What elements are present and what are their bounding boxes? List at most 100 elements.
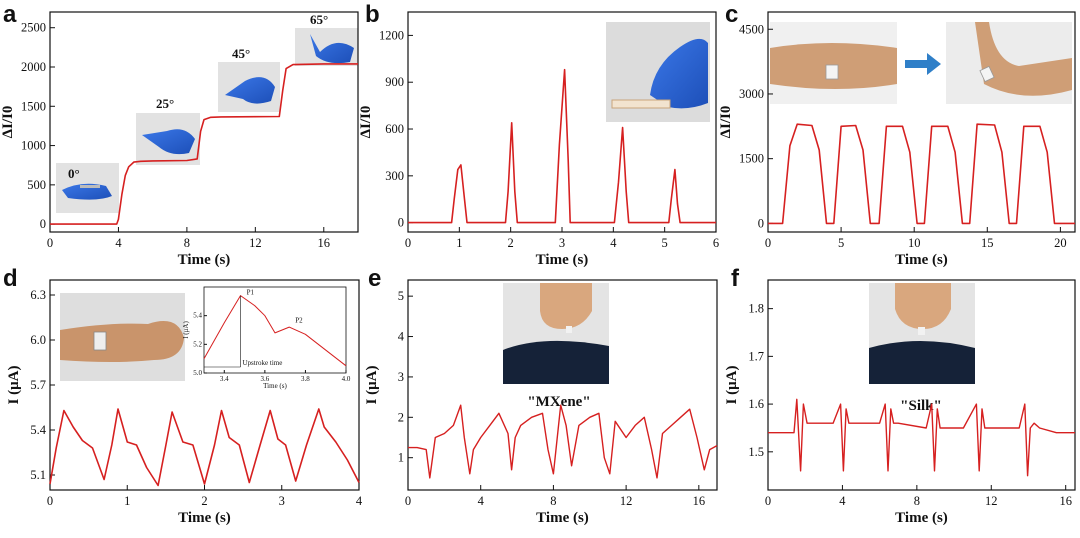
x-tick-label: 10 [908, 236, 921, 250]
chart-d-inset: 3.4 3.6 3.8 4.0 5.0 5.2 5.4 Time (s) I (μA) P1 P2 U… [182, 286, 351, 390]
y-tick-label: 1000 [21, 139, 46, 153]
photo-wrist-fist [60, 293, 185, 381]
x-tick-label: 4 [478, 494, 485, 508]
panel-label-b: b [365, 1, 380, 28]
x-tick-label: 16 [693, 494, 706, 508]
data-series-line [768, 398, 1075, 477]
y-tick-label: 0 [398, 216, 404, 230]
x-tick-label: 1 [124, 494, 130, 508]
plot-frame [49, 11, 359, 233]
plot-frame [203, 286, 347, 374]
x-tick-label: 0 [405, 236, 411, 250]
x-axis-label: Time (s) [895, 510, 948, 526]
x-tick-label: 4.0 [342, 375, 351, 383]
y-axis-label: ΔI/I0 [718, 106, 734, 139]
y-tick-label: 2500 [21, 21, 46, 35]
y-tick-label: 5.2 [193, 340, 202, 348]
data-series-line [408, 68, 716, 224]
y-tick-label: 1500 [739, 152, 764, 166]
panel-b: b [365, 1, 710, 122]
y-tick-label: 5.7 [30, 378, 46, 392]
x-tick-label: 0 [47, 494, 53, 508]
x-tick-label: 6 [713, 236, 719, 250]
y-tick-label: 2 [398, 410, 404, 424]
x-tick-label: 8 [550, 494, 556, 508]
x-tick-label: 20 [1054, 236, 1067, 250]
x-tick-label: 12 [620, 494, 633, 508]
x-tick-label: 4 [356, 494, 363, 508]
x-axis-label: Time (s) [536, 510, 589, 526]
y-axis-label: I (μA) [6, 366, 22, 405]
data-series-line [768, 123, 1075, 225]
x-tick-label: 3 [559, 236, 565, 250]
x-tick-label: 16 [318, 236, 331, 250]
y-tick-label: 3000 [739, 87, 764, 101]
peak-label-p2: P2 [295, 317, 303, 325]
spoken-word-label-f: "Silk" [900, 398, 942, 414]
data-series-line [203, 295, 347, 367]
x-tick-label: 0 [47, 236, 53, 250]
x-tick-label: 5 [662, 236, 668, 250]
y-tick-label: 1500 [21, 99, 46, 113]
angle-annotation: 25° [156, 96, 174, 111]
photo-glove-45 [218, 62, 280, 112]
y-tick-label: 2000 [21, 60, 46, 74]
y-tick-label: 5 [398, 289, 404, 303]
y-tick-label: 1.5 [748, 445, 764, 459]
y-tick-label: 900 [385, 75, 404, 89]
panel-label-c: c [725, 1, 738, 28]
photo-glove-25 [136, 113, 200, 165]
y-tick-label: 300 [385, 169, 404, 183]
x-tick-label: 3.4 [220, 375, 229, 383]
y-tick-label: 1.6 [748, 397, 764, 411]
x-tick-label: 12 [985, 494, 998, 508]
angle-annotation: 65° [310, 12, 328, 27]
y-tick-label: 4 [398, 330, 405, 344]
x-tick-label: 3.8 [301, 375, 310, 383]
x-axis-label: Time (s) [178, 252, 231, 268]
plot-frame [767, 279, 1076, 491]
chart-a: 0 4 8 12 16 0 500 1000 1500 2000 2500 Time (s) ΔI/I0… [0, 11, 359, 268]
y-axis-label: I (μA) [182, 321, 190, 339]
data-series-line [408, 404, 718, 479]
y-axis-label: I (μA) [724, 366, 740, 405]
panel-f: f "Silk" [731, 265, 975, 414]
y-tick-label: 5.0 [193, 369, 202, 377]
chart-c: 0 5 10 15 20 0 1500 3000 4500 Time (s) ΔI/I0 [718, 11, 1076, 268]
x-axis-label: Time (s) [178, 510, 231, 526]
y-tick-label: 0 [758, 216, 764, 230]
photo-glove-0 [56, 163, 119, 213]
angle-annotation: 45° [232, 46, 250, 61]
photo-person-speaking [503, 283, 609, 384]
y-tick-label: 500 [27, 178, 46, 192]
data-series-line [49, 408, 360, 487]
x-axis-label: Time (s) [536, 252, 589, 268]
photo-finger-press [606, 22, 710, 122]
x-tick-label: 3 [279, 494, 285, 508]
spoken-word-label-e: "MXene" [527, 394, 590, 410]
arrow-icon [905, 53, 941, 75]
panel-label-d: d [3, 265, 18, 292]
x-tick-label: 8 [184, 236, 190, 250]
x-tick-label: 4 [115, 236, 122, 250]
x-tick-label: 12 [249, 236, 262, 250]
photo-arm-straight [770, 22, 897, 104]
y-tick-label: 5.4 [193, 312, 202, 320]
y-tick-label: 5.1 [30, 468, 46, 482]
panel-d: d [3, 265, 185, 381]
panel-label-e: e [368, 265, 381, 292]
plot-frame [407, 279, 718, 491]
x-tick-label: 0 [765, 494, 771, 508]
y-tick-label: 1.8 [748, 302, 764, 316]
photo-glove-65 [295, 28, 358, 66]
y-tick-label: 1200 [379, 28, 404, 42]
x-axis-label: Time (s) [895, 252, 948, 268]
angle-annotation: 0° [68, 166, 80, 181]
y-tick-label: 6.0 [30, 333, 46, 347]
panel-e: e "MXene" [368, 265, 609, 410]
y-tick-label: 5.4 [30, 423, 46, 437]
panel-label-f: f [731, 265, 740, 292]
y-tick-label: 1.7 [748, 349, 764, 363]
